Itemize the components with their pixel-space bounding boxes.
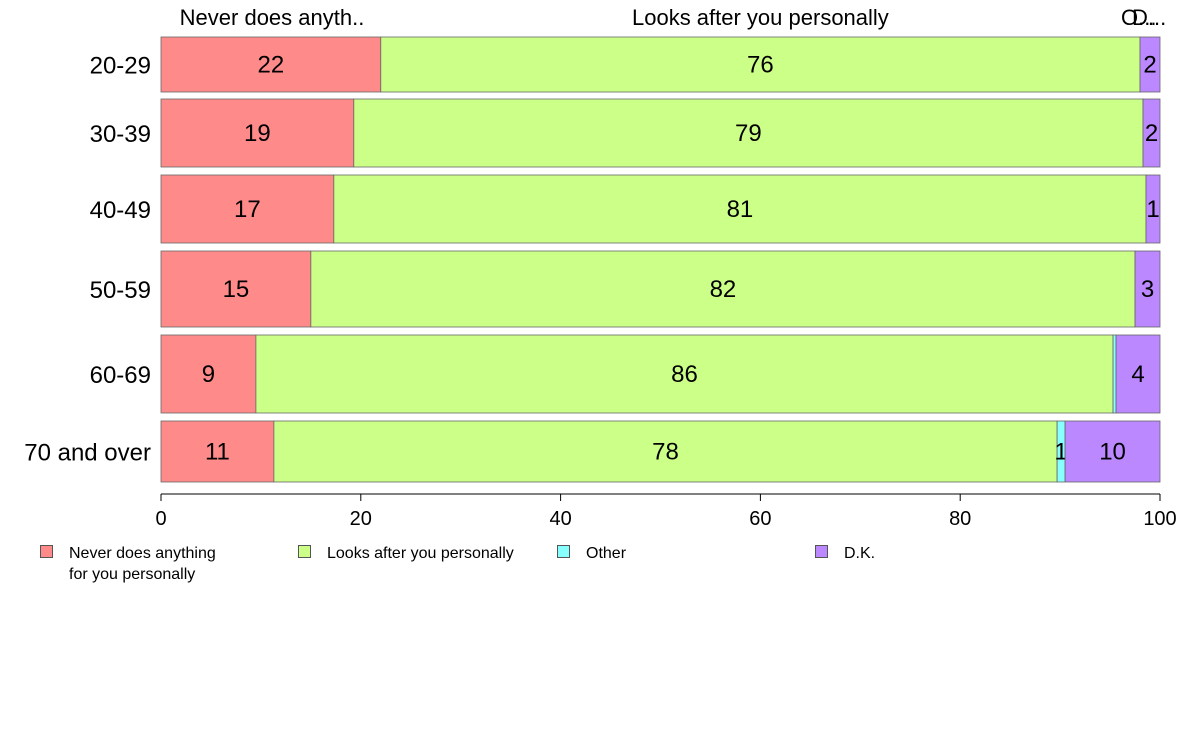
category-label-20-29: 20-29	[90, 53, 151, 80]
bar-40-49-series-1	[333, 174, 1147, 244]
data-label-60-69-series-1: 86	[671, 361, 698, 388]
data-label-70-and-over-series-1: 78	[652, 439, 679, 466]
category-label-60-69: 60-69	[90, 362, 151, 389]
data-label-50-59-series-0: 15	[223, 276, 250, 303]
x-tick-label-0: 0	[155, 508, 166, 530]
bar-30-39-series-1	[353, 98, 1144, 168]
x-tick-label-20: 20	[350, 508, 372, 530]
legend: Never does anything for you personally Lo…	[0, 543, 1188, 593]
legend-swatch-never	[40, 545, 53, 558]
top-label-2: O...	[1121, 5, 1156, 30]
legend-item-looks-after: Looks after you personally	[298, 543, 514, 564]
x-tick-label-60: 60	[749, 508, 771, 530]
data-label-40-49-series-3: 1	[1146, 196, 1159, 223]
bar-20-29-series-1	[380, 36, 1141, 93]
bar-60-69-series-1	[255, 334, 1114, 414]
bar-50-59-series-3	[1134, 250, 1161, 328]
category-label-50-59: 50-59	[90, 277, 151, 304]
bar-60-69-series-0	[160, 334, 257, 414]
bar-20-29-series-3	[1139, 36, 1161, 93]
data-label-30-39-series-1: 79	[735, 120, 762, 147]
data-label-20-29-series-3: 2	[1143, 52, 1156, 79]
legend-label-dk: D.K.	[844, 545, 876, 562]
bar-50-59-series-0	[160, 250, 312, 328]
bar-60-69-series-3	[1115, 334, 1161, 414]
data-label-60-69-series-3: 4	[1131, 361, 1144, 388]
data-label-40-49-series-0: 17	[234, 196, 261, 223]
data-label-70-and-over-series-2: 1	[1054, 439, 1067, 466]
bar-30-39-series-0	[160, 98, 355, 168]
data-label-30-39-series-3: 2	[1145, 120, 1158, 147]
category-label-30-39: 30-39	[90, 121, 151, 148]
bar-60-69-series-2	[1112, 334, 1117, 414]
bar-40-49-series-3	[1145, 174, 1161, 244]
data-label-50-59-series-3: 3	[1141, 276, 1154, 303]
bar-40-49-series-0	[160, 174, 335, 244]
bar-70-and-over-series-0	[160, 420, 275, 483]
bar-20-29-series-0	[160, 36, 382, 93]
row-labels: 20-29 30-39 40-49 50-59 60-69 70 and over	[24, 53, 151, 467]
bars: 22 76 219 79 217 81 115 82 39 86 411 78 1 10	[160, 36, 1161, 483]
data-label-20-29-series-1: 76	[747, 52, 774, 79]
top-label-0: Never does anyth..	[180, 5, 365, 30]
category-label-70-and-over: 70 and over	[24, 440, 151, 467]
legend-item-never: Never does anything for you personally	[40, 543, 216, 585]
legend-label-never: Never does anything for you personally	[69, 545, 216, 583]
data-label-20-29-series-0: 22	[258, 52, 285, 79]
legend-swatch-other	[557, 545, 570, 558]
x-axis: 0 20 40 60 80 100	[155, 493, 1177, 530]
legend-item-dk: D.K.	[815, 543, 875, 564]
legend-swatch-looks-after	[298, 545, 311, 558]
x-tick-label-80: 80	[949, 508, 971, 530]
data-label-70-and-over-series-0: 11	[205, 439, 230, 466]
data-label-40-49-series-1: 81	[727, 196, 754, 223]
legend-swatch-dk	[815, 545, 828, 558]
category-label-40-49: 40-49	[90, 197, 151, 224]
bar-70-and-over-series-3	[1064, 420, 1161, 483]
data-label-60-69-series-0: 9	[202, 361, 215, 388]
data-label-30-39-series-0: 19	[244, 120, 271, 147]
bar-30-39-series-3	[1142, 98, 1161, 168]
bar-70-and-over-series-1	[273, 420, 1058, 483]
top-label-1: Looks after you personally	[632, 5, 889, 30]
top-label-3: D...	[1132, 5, 1166, 30]
bar-50-59-series-1	[310, 250, 1136, 328]
data-label-50-59-series-1: 82	[710, 276, 737, 303]
x-tick-label-40: 40	[549, 508, 571, 530]
stacked-bar-chart: Never does anyth.. Looks after you person…	[24, 5, 1177, 530]
x-tick-label-100: 100	[1143, 508, 1176, 530]
data-label-70-and-over-series-3: 10	[1099, 439, 1126, 466]
legend-label-looks-after: Looks after you personally	[327, 545, 514, 562]
top-labels: Never does anyth.. Looks after you person…	[180, 5, 1167, 30]
legend-item-other: Other	[557, 543, 626, 564]
legend-label-other: Other	[586, 545, 627, 562]
